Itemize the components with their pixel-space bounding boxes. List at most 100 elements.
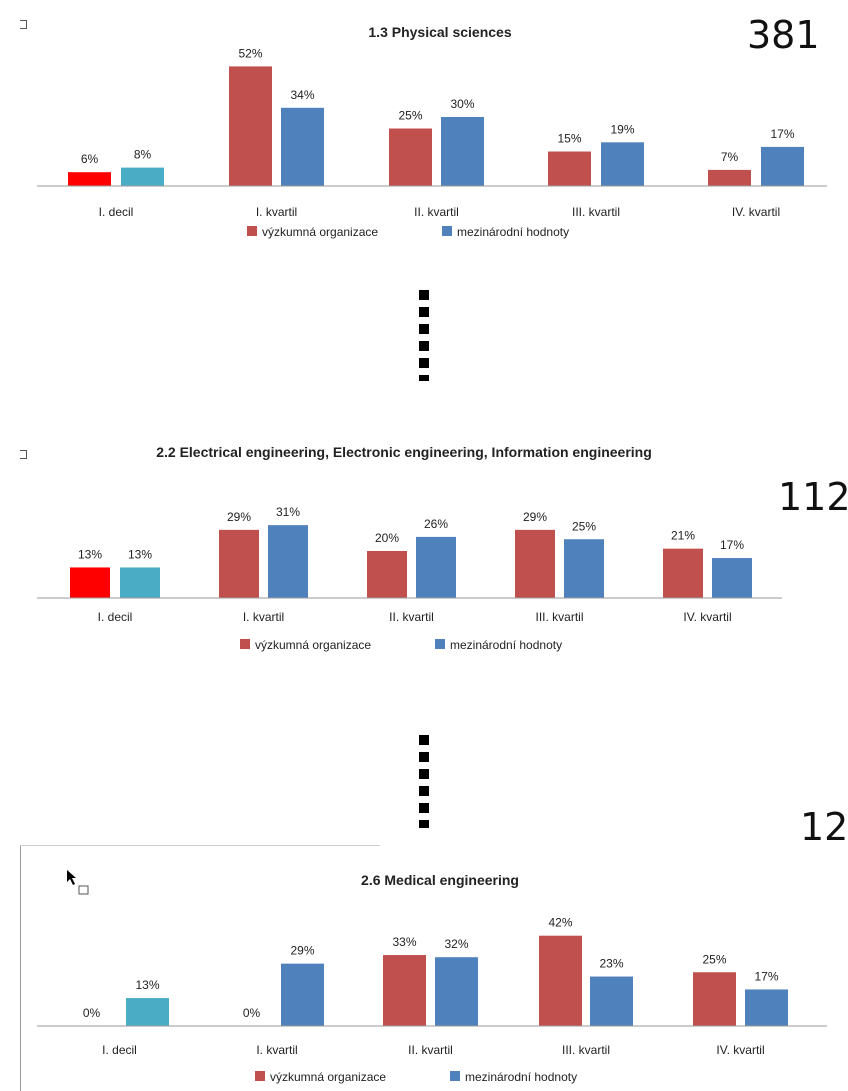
chart-panel-electrical-engineering: 2.2 Electrical engineering, Electronic e… [0,430,848,670]
data-label: 29% [290,944,314,958]
bar-intl-3 [590,976,633,1026]
side-number: 381 [747,13,820,57]
embed-corner-marker [20,450,27,459]
data-label: 21% [671,529,695,543]
frame-border-top [20,845,380,846]
legend-label-intl: mezinárodní hodnoty [465,1070,577,1084]
data-label: 33% [392,935,416,949]
data-label: 15% [557,132,581,146]
legend-swatch-org [255,1071,265,1081]
category-label: IV. kvartil [683,610,731,624]
data-label: 29% [227,510,251,524]
bar-org-0 [70,567,110,598]
bar-intl-2 [416,536,456,598]
data-label: 17% [720,538,744,552]
legend-swatch-intl [442,226,452,236]
data-label: 52% [238,46,262,60]
legend-swatch-org [240,639,250,649]
bar-org-2 [389,128,432,186]
data-label: 13% [128,547,152,561]
data-label: 0% [83,1006,101,1020]
bar-org-2 [367,551,407,598]
category-label: I. decil [98,610,133,624]
category-label: III. kvartil [572,205,620,219]
bar-intl-3 [601,142,644,186]
legend-label-org: výzkumná organizace [262,225,378,239]
data-label: 23% [599,957,623,971]
chart-title: 2.6 Medical engineering [361,872,519,888]
bar-org-0 [68,172,111,186]
separator-dots [419,735,429,835]
category-label: II. kvartil [414,205,459,219]
category-label: IV. kvartil [732,205,780,219]
bar-org-3 [539,935,582,1026]
bar-org-1 [229,66,272,186]
bar-intl-2 [441,117,484,186]
legend-swatch-intl [450,1071,460,1081]
data-label: 19% [610,122,634,136]
data-label: 42% [548,916,572,930]
bar-intl-0 [121,167,164,186]
bar-intl-0 [126,998,169,1026]
bar-intl-4 [712,558,752,598]
legend-swatch-intl [435,639,445,649]
mouse-pointer-icon [67,870,89,895]
data-label: 13% [135,978,159,992]
legend-label-org: výzkumná organizace [255,638,371,652]
data-label: 0% [243,1006,261,1020]
bar-org-4 [708,169,751,186]
bar-intl-2 [435,957,478,1026]
data-label: 25% [398,109,422,123]
data-label: 13% [78,547,102,561]
data-label: 25% [702,952,726,966]
bar-chart-medical-engineering: 2.6 Medical engineering 0% 13% I. decil 0% 29… [37,872,827,1084]
bar-intl-1 [268,525,308,598]
legend-swatch-org [247,226,257,236]
category-label: I. kvartil [256,1043,297,1057]
chart-panel-medical-engineering: 2.6 Medical engineering 0% 13% I. decil 0% 29… [0,845,848,1091]
data-label: 26% [424,517,448,531]
side-number: 112 [778,475,848,519]
data-label: 25% [572,519,596,533]
legend-label-org: výzkumná organizace [270,1070,386,1084]
bar-chart-physical-sciences: 1.3 Physical sciences 6% 8% I. decil 52% 34% I… [37,24,827,239]
bar-org-4 [663,548,703,598]
bar-org-4 [693,972,736,1026]
category-label: II. kvartil [389,610,434,624]
data-label: 17% [754,969,778,983]
bar-org-3 [515,529,555,598]
data-label: 30% [450,97,474,111]
bar-intl-4 [745,989,788,1026]
data-label: 8% [134,148,152,162]
bar-org-3 [548,151,591,186]
category-label: IV. kvartil [716,1043,764,1057]
embed-corner-marker [20,20,27,29]
chart-panel-physical-sciences: 1.3 Physical sciences 6% 8% I. decil 52% 34% I… [0,0,848,270]
category-label: III. kvartil [562,1043,610,1057]
chart-title: 1.3 Physical sciences [368,24,511,40]
side-number: 12 [800,805,848,849]
data-label: 7% [721,150,739,164]
bar-intl-3 [564,539,604,598]
category-label: I. kvartil [243,610,284,624]
category-label: I. kvartil [256,205,297,219]
bar-org-1 [219,529,259,598]
data-label: 31% [276,505,300,519]
data-label: 29% [523,510,547,524]
data-label: 6% [81,152,99,166]
legend-label-intl: mezinárodní hodnoty [457,225,569,239]
bar-intl-4 [761,146,804,186]
bar-chart-electrical-engineering: 2.2 Electrical engineering, Electronic e… [37,444,782,652]
bar-intl-1 [281,963,324,1026]
separator-dots [419,290,429,402]
data-label: 34% [290,88,314,102]
bar-intl-0 [120,567,160,598]
data-label: 17% [770,127,794,141]
data-label: 20% [375,531,399,545]
category-label: I. decil [102,1043,137,1057]
category-label: II. kvartil [408,1043,453,1057]
category-label: I. decil [99,205,134,219]
legend-label-intl: mezinárodní hodnoty [450,638,562,652]
chart-title: 2.2 Electrical engineering, Electronic e… [156,444,652,460]
bar-org-2 [383,955,426,1026]
